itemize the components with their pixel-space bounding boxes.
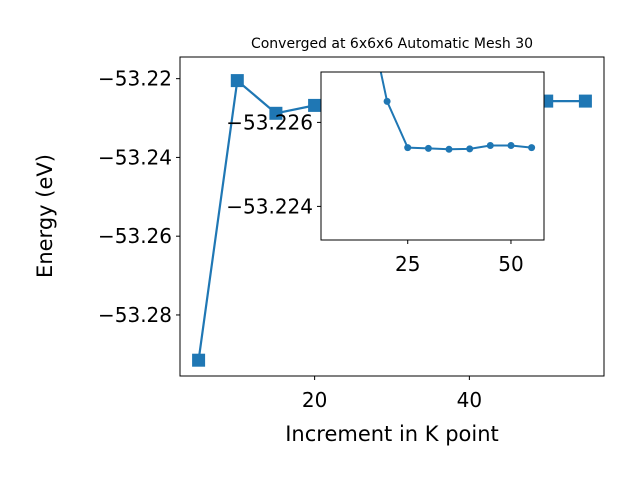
data-point	[192, 353, 206, 367]
y-axis-ticks: −53.22 −53.24 −53.26 −53.28	[98, 67, 180, 327]
y-tick-label: −53.22	[98, 67, 172, 91]
inset-x-tick-label: 25	[395, 252, 420, 276]
x-tick-label: 20	[302, 388, 327, 412]
inset-data-point	[363, 1, 370, 8]
data-point	[578, 94, 592, 108]
plot-frame	[179, 56, 605, 377]
inset-frame	[320, 71, 545, 241]
y-tick-label: −53.24	[98, 145, 172, 169]
inset-y-tick-label: −53.224	[226, 194, 313, 218]
inset-x-axis-ticks: 25 50	[395, 240, 524, 276]
inset-x-tick-label: 50	[498, 252, 523, 276]
y-axis-title: Energy (eV)	[33, 154, 57, 278]
inset-plot-area	[321, 72, 544, 240]
x-axis-ticks: 20 40	[302, 376, 482, 412]
x-tick-label: 40	[457, 388, 482, 412]
inset-data-point	[404, 144, 412, 152]
inset-data-point	[486, 142, 494, 149]
inset-data-point	[445, 145, 453, 153]
x-axis-title: Increment in K point	[285, 422, 499, 446]
inset-data-point	[507, 142, 515, 149]
data-point	[308, 98, 322, 112]
y-tick-label: −53.26	[98, 224, 172, 248]
inset-y-axis-ticks: −53.226 −53.224	[226, 110, 321, 218]
inset-data-point	[466, 145, 474, 153]
inset-series	[363, 1, 536, 153]
data-point	[230, 74, 244, 88]
data-point	[269, 106, 283, 120]
inset-y-tick-label: −53.226	[226, 110, 313, 134]
y-tick-label: −53.28	[98, 303, 172, 327]
inset-data-point	[424, 144, 432, 152]
inset-data-point	[383, 97, 391, 105]
chart-title: Converged at 6x6x6 Automatic Mesh 30	[251, 36, 533, 52]
inset-data-point	[528, 144, 536, 152]
